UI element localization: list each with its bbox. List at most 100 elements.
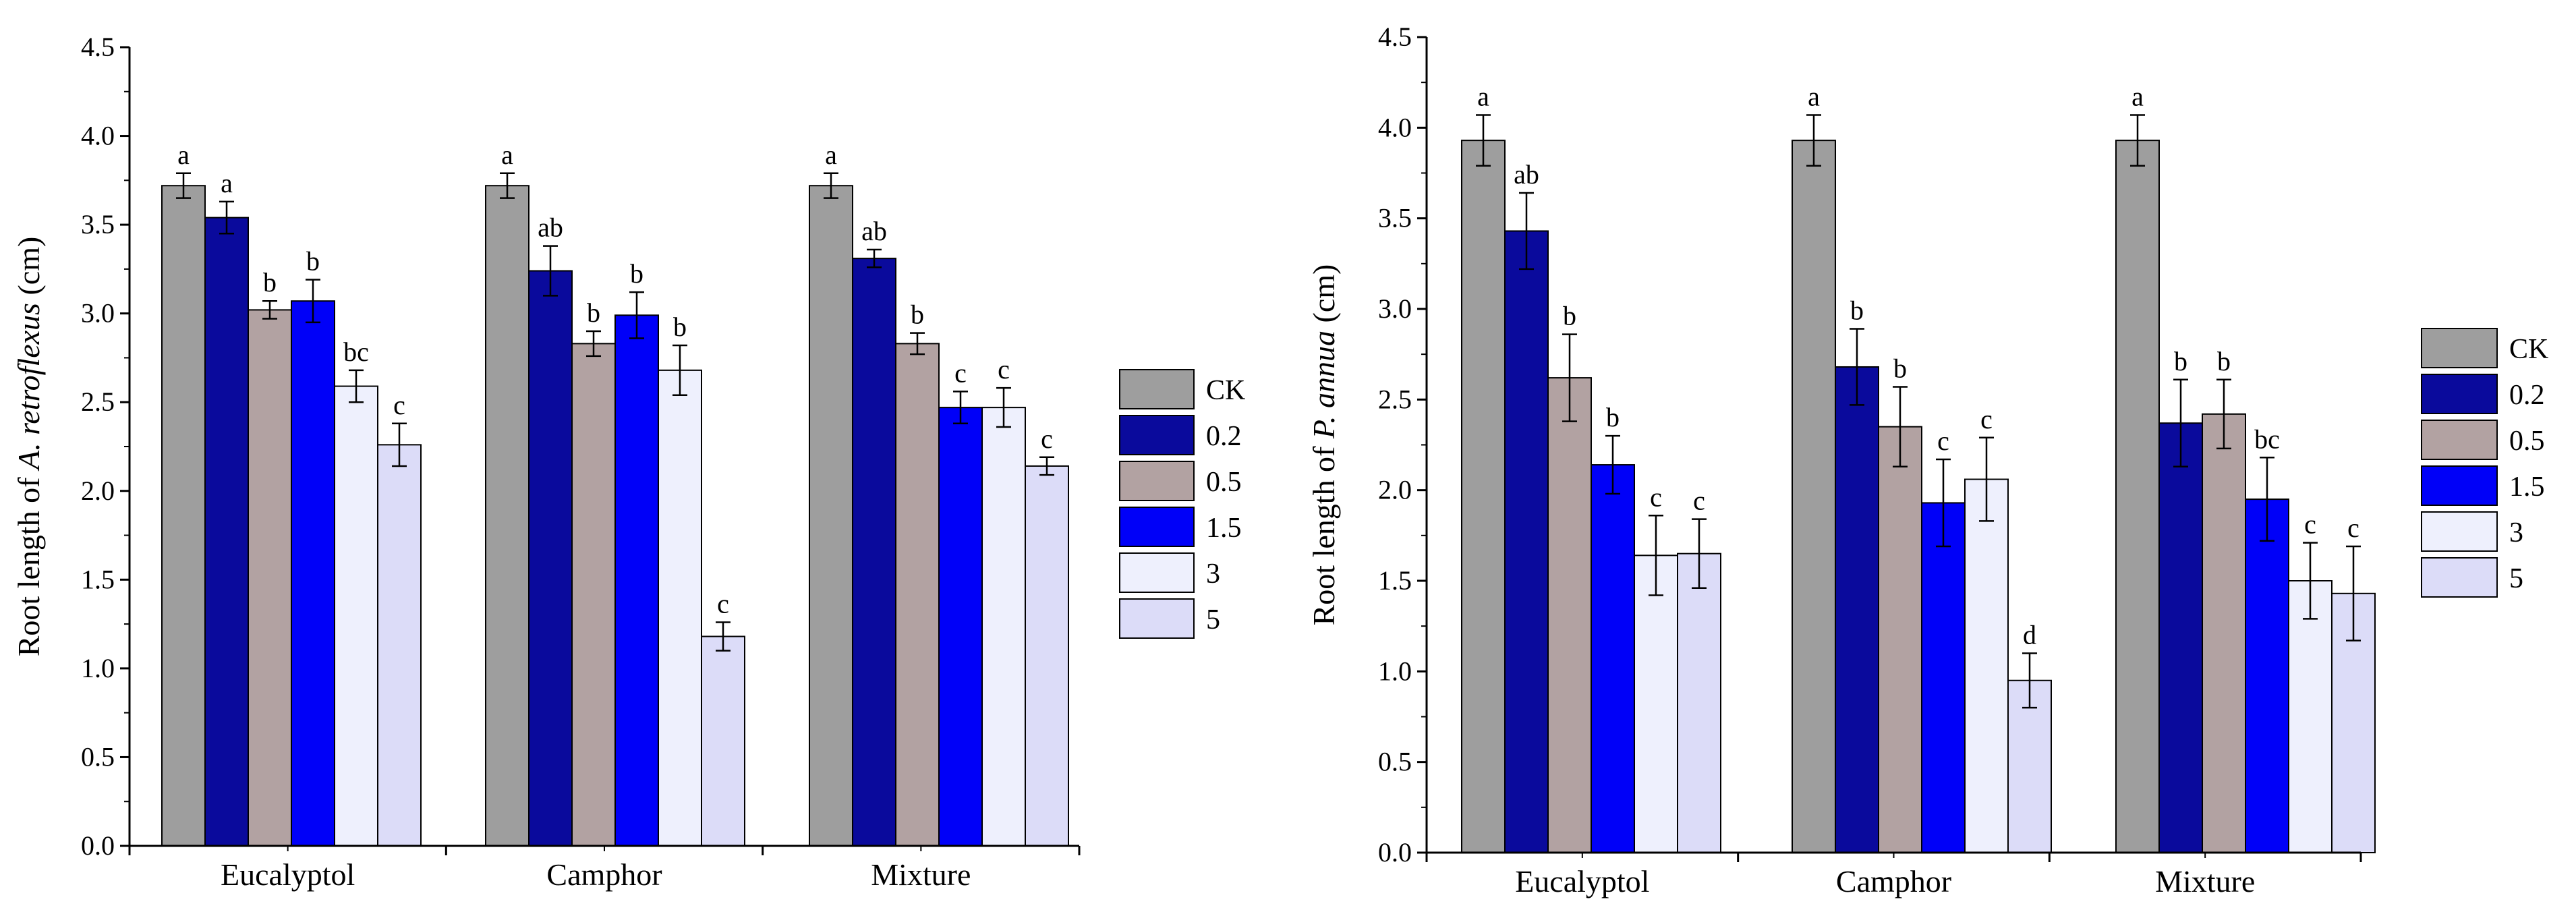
error-bar: [1562, 333, 1577, 422]
significance-label: b: [2174, 346, 2187, 376]
significance-label: c: [393, 390, 405, 420]
bar-mixture-CK: [809, 185, 853, 847]
bar-mixture-3: [981, 407, 1026, 847]
legend: CK 0.2 0.5 1.5 3 5: [1119, 369, 1245, 639]
significance-label: b: [911, 299, 924, 330]
legend-label: 0.5: [2509, 426, 2545, 457]
legend-swatch-0.5: [1119, 461, 1195, 501]
bar-camphor-CK: [485, 185, 529, 847]
significance-label: b: [1850, 295, 1864, 326]
bar-mixture-5: [1025, 465, 1069, 847]
significance-label: b: [1563, 301, 1576, 331]
bar-mixture-0.5: [2202, 413, 2246, 853]
y-tick-label: 2.5: [1378, 384, 1412, 414]
y-axis-title: Root length of P. annua (cm): [1307, 264, 1341, 626]
legend-label: 0.2: [2509, 380, 2545, 411]
y-tick-label: 1.5: [1378, 565, 1412, 596]
error-bar: [1476, 114, 1491, 167]
y-tick-label: 1.0: [1378, 656, 1412, 686]
legend-label: 5: [2509, 563, 2523, 594]
significance-label: a: [1477, 82, 1489, 112]
legend-swatch-CK: [2421, 328, 2498, 368]
bar-eucalyptol-0.2: [204, 217, 249, 847]
legend-label: 1.5: [1206, 513, 1242, 544]
significance-label: b: [673, 312, 687, 342]
bar-eucalyptol-1.5: [291, 300, 335, 847]
legend-label: 0.2: [1206, 421, 1242, 452]
y-tick-label: 4.0: [1378, 112, 1412, 142]
significance-label: c: [954, 358, 967, 388]
legend-swatch-5: [1119, 598, 1195, 639]
significance-label: c: [1693, 486, 1705, 516]
y-tick-label: 0.0: [1378, 837, 1412, 867]
significance-label: b: [630, 258, 643, 289]
error-bar: [262, 299, 277, 320]
error-bar: [716, 621, 731, 652]
bar-mixture-3: [2288, 580, 2332, 853]
error-bar: [1692, 518, 1707, 589]
bar-camphor-0.2: [1835, 366, 1879, 853]
legend-swatch-CK: [1119, 369, 1195, 409]
error-bar: [2022, 652, 2037, 709]
error-bar: [629, 291, 644, 339]
bar-camphor-0.5: [571, 343, 616, 847]
y-tick-label: 0.0: [81, 830, 115, 861]
error-bar: [1649, 515, 1663, 596]
y-tick-label: 0.5: [1378, 747, 1412, 777]
significance-label: c: [1937, 426, 1949, 456]
significance-label: c: [998, 354, 1010, 384]
significance-label: ab: [861, 216, 887, 246]
bar-eucalyptol-5: [1677, 552, 1721, 853]
error-bar: [672, 344, 687, 396]
significance-label: b: [306, 246, 320, 277]
error-bar: [824, 172, 838, 199]
error-bar: [2173, 378, 2188, 467]
y-tick-label: 2.0: [81, 476, 115, 506]
bar-mixture-1.5: [938, 407, 983, 847]
bar-camphor-3: [658, 369, 702, 847]
bar-camphor-CK: [1792, 140, 1836, 853]
significance-label: a: [825, 140, 837, 170]
error-bar: [392, 422, 407, 467]
legend-label: 5: [1206, 604, 1220, 635]
bar-eucalyptol-3: [334, 385, 378, 847]
y-tick-label: 4.5: [81, 32, 115, 62]
error-bar: [1850, 328, 1864, 406]
y-tick-label: 3.5: [81, 209, 115, 239]
error-bar: [349, 369, 364, 403]
significance-label: c: [1041, 424, 1053, 454]
y-tick-label: 4.5: [1378, 22, 1412, 52]
bar-eucalyptol-CK: [161, 185, 206, 847]
significance-label: b: [263, 267, 277, 297]
legend-swatch-1.5: [1119, 507, 1195, 547]
significance-label: bc: [343, 337, 369, 367]
bar-eucalyptol-0.5: [1547, 377, 1592, 853]
significance-label: b: [1893, 353, 1907, 384]
error-bar: [2260, 457, 2274, 542]
error-bar: [1806, 114, 1821, 167]
legend-label: 1.5: [2509, 472, 2545, 503]
y-axis-title-species: A. retroflexus: [11, 303, 46, 472]
y-axis-title-part: (cm): [1307, 264, 1341, 331]
legend-label: 3: [2509, 517, 2523, 548]
bar-mixture-0.5: [895, 343, 940, 847]
bar-camphor-1.5: [614, 314, 659, 847]
bar-eucalyptol-CK: [1461, 140, 1506, 853]
x-category-label: Eucalyptol: [221, 857, 355, 892]
bar-eucalyptol-3: [1634, 554, 1678, 853]
significance-label: a: [221, 168, 233, 198]
y-tick-label: 2.0: [1378, 475, 1412, 505]
error-bar: [1979, 436, 1994, 522]
significance-label: c: [1650, 482, 1662, 512]
significance-label: ab: [538, 212, 563, 243]
x-category-label: Camphor: [546, 857, 662, 892]
legend-label: 3: [1206, 559, 1220, 590]
bar-mixture-CK: [2115, 140, 2160, 853]
error-bar: [1893, 386, 1908, 467]
x-category-label: Mixture: [871, 857, 971, 892]
significance-label: c: [2347, 513, 2359, 543]
significance-label: a: [2131, 82, 2144, 112]
significance-label: c: [1980, 404, 1993, 434]
y-tick-label: 0.5: [81, 741, 115, 772]
